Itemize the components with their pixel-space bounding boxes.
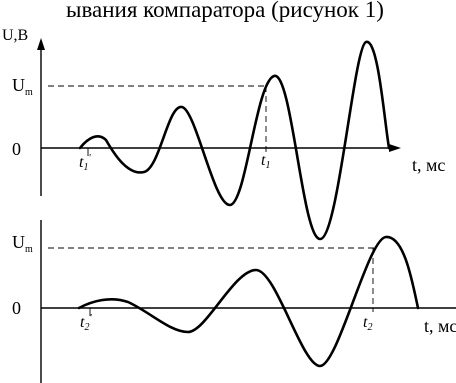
caption-text: ывания компаратора (рисунок 1) bbox=[66, 0, 384, 22]
bottom-x-axis-label: t, мс bbox=[424, 316, 456, 336]
top-t1-label: t1 bbox=[261, 152, 270, 171]
bottom-um-label: Um bbox=[12, 232, 33, 255]
top-plot: U,В Um 0 t1' t1 t, мс bbox=[2, 27, 445, 239]
bottom-t2prime-label: t2' bbox=[80, 313, 92, 333]
bottom-zero-label: 0 bbox=[12, 298, 21, 318]
top-x-arrow bbox=[389, 144, 401, 152]
top-t1prime-label: t1' bbox=[79, 153, 91, 173]
bottom-plot: Um 0 t2' t2 t, мс bbox=[12, 220, 456, 383]
top-zero-label: 0 bbox=[12, 139, 21, 159]
top-um-label: Um bbox=[12, 75, 33, 98]
top-waveform bbox=[80, 42, 389, 239]
bottom-t2-label: t2 bbox=[363, 314, 372, 333]
bottom-waveform bbox=[79, 237, 418, 366]
top-x-axis-label: t, мс bbox=[412, 155, 445, 175]
top-y-arrow bbox=[37, 38, 45, 50]
top-y-axis-label: U,В bbox=[2, 27, 28, 44]
